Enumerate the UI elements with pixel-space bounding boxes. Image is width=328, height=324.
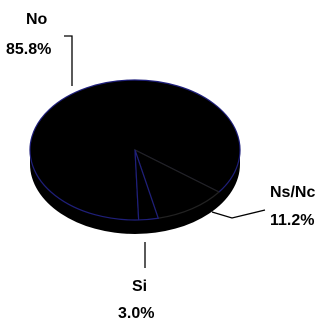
label-no-value: 85.8% xyxy=(6,41,51,58)
pie-side-wall xyxy=(30,150,240,234)
leader-line-no xyxy=(64,35,73,86)
pie-slice-nsnc xyxy=(133,148,221,219)
leader-line-nsnc xyxy=(211,209,266,219)
label-no-category: No xyxy=(26,11,48,28)
pie-slice-si xyxy=(134,149,160,221)
pie-slice-no xyxy=(29,79,241,221)
label-nsnc-value: 11.2% xyxy=(270,212,314,229)
label-nsnc-category: Ns/Nc xyxy=(270,184,315,201)
label-si-value: 3.0% xyxy=(118,305,154,322)
pie-layer xyxy=(29,79,241,234)
label-si-category: Si xyxy=(132,278,147,295)
